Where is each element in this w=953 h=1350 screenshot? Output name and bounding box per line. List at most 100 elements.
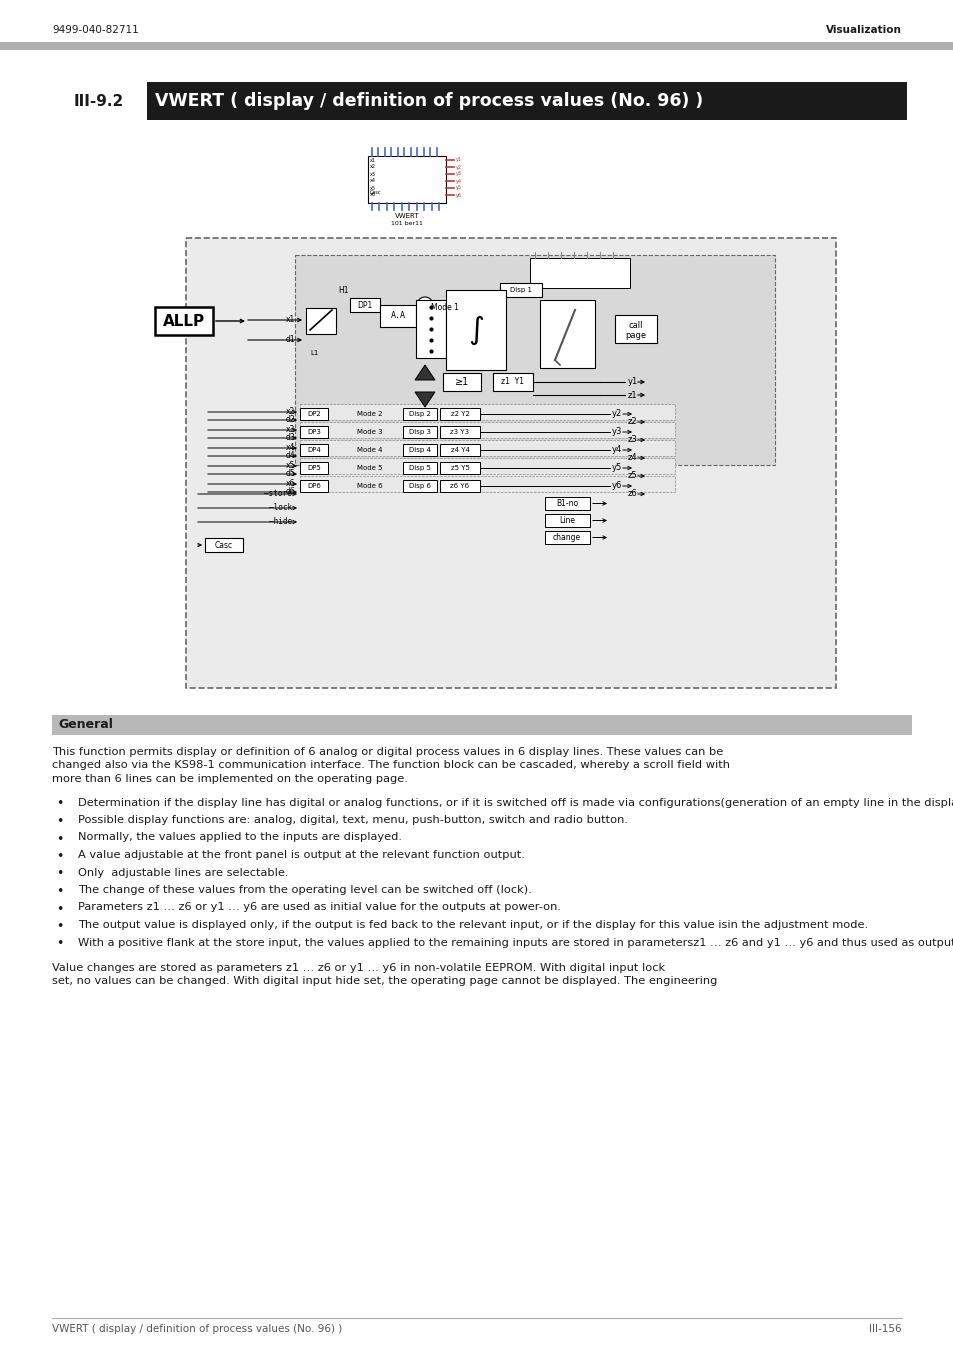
Text: changed also via the KS98-1 communication interface. The function block can be c: changed also via the KS98-1 communicatio… — [52, 760, 729, 771]
Polygon shape — [415, 364, 435, 379]
Text: ALLP: ALLP — [163, 313, 205, 328]
Bar — [402, 481, 436, 491]
Text: d6: d6 — [285, 487, 294, 497]
Bar — [544, 514, 589, 526]
Text: d5: d5 — [285, 470, 294, 478]
Text: DP2: DP2 — [307, 410, 320, 417]
Bar — [402, 408, 436, 420]
Bar — [439, 444, 479, 456]
Text: •: • — [56, 798, 63, 810]
Text: set, no values can be changed. With digital input hide set, the operating page c: set, no values can be changed. With digi… — [52, 976, 717, 987]
Bar — [52, 716, 911, 734]
Text: VWERT: VWERT — [395, 213, 418, 219]
Text: A value adjustable at the front panel is output at the relevant function output.: A value adjustable at the front panel is… — [78, 850, 524, 860]
Text: x4: x4 — [370, 178, 375, 184]
Text: 101 ber11: 101 ber11 — [391, 221, 422, 225]
Text: The output value is displayed only, if the output is fed back to the relevant in: The output value is displayed only, if t… — [78, 919, 867, 930]
Text: Casc: Casc — [214, 540, 233, 549]
Text: x2: x2 — [370, 165, 375, 170]
Text: x3: x3 — [370, 171, 375, 177]
Bar — [539, 300, 595, 369]
Bar — [299, 477, 675, 491]
Bar — [379, 305, 416, 327]
Text: y2: y2 — [456, 165, 461, 170]
Text: •: • — [56, 886, 63, 898]
Text: H1: H1 — [337, 286, 348, 296]
Text: more than 6 lines can be implemented on the operating page.: more than 6 lines can be implemented on … — [52, 774, 408, 784]
Bar — [299, 462, 328, 474]
Bar — [299, 404, 675, 420]
Text: •: • — [56, 833, 63, 845]
Text: The change of these values from the operating level can be switched off (lock).: The change of these values from the oper… — [78, 886, 531, 895]
Bar — [299, 458, 675, 474]
Text: Disp 4: Disp 4 — [409, 447, 431, 454]
Text: z4: z4 — [627, 454, 637, 463]
Bar — [499, 284, 541, 297]
Bar — [147, 82, 906, 120]
Text: x3: x3 — [285, 425, 294, 435]
Text: x5: x5 — [370, 185, 375, 190]
Text: y3: y3 — [456, 171, 461, 177]
Text: DP4: DP4 — [307, 447, 320, 454]
Bar — [306, 308, 335, 333]
Bar — [493, 373, 533, 391]
Text: d2: d2 — [285, 416, 294, 424]
Text: x1: x1 — [286, 316, 294, 324]
Text: Mode 1: Mode 1 — [431, 302, 458, 312]
Bar — [205, 539, 243, 552]
Bar — [299, 481, 328, 491]
Bar — [544, 497, 589, 510]
Text: z2 Y2: z2 Y2 — [450, 410, 469, 417]
Bar — [402, 444, 436, 456]
Text: y4: y4 — [456, 178, 461, 184]
Text: Mode 6: Mode 6 — [356, 483, 382, 489]
Text: Visualization: Visualization — [825, 26, 901, 35]
Text: Casc: Casc — [370, 190, 381, 196]
Text: x1: x1 — [370, 158, 375, 162]
Text: z2: z2 — [627, 417, 637, 427]
Bar — [442, 373, 480, 391]
Text: change: change — [553, 533, 580, 541]
Text: z1: z1 — [627, 390, 637, 400]
Text: x2: x2 — [286, 408, 294, 417]
Text: Possible display functions are: analog, digital, text, menu, push-button, switch: Possible display functions are: analog, … — [78, 815, 627, 825]
Text: ∫: ∫ — [468, 316, 483, 344]
Text: Mode 4: Mode 4 — [356, 447, 382, 454]
Text: Line: Line — [558, 516, 575, 525]
Text: x6: x6 — [370, 193, 375, 197]
Text: L1: L1 — [310, 350, 318, 356]
Text: —hide: —hide — [269, 517, 292, 526]
Text: call: call — [628, 320, 642, 329]
Text: y1: y1 — [627, 378, 638, 386]
Bar — [299, 408, 328, 420]
Text: General: General — [58, 718, 112, 732]
Text: With a positive flank at the store input, the values applied to the remaining in: With a positive flank at the store input… — [78, 937, 953, 948]
Text: z6: z6 — [627, 490, 638, 498]
Text: y2: y2 — [612, 409, 621, 418]
Polygon shape — [415, 392, 435, 406]
Text: •: • — [56, 919, 63, 933]
Bar — [299, 440, 675, 456]
Bar — [615, 315, 657, 343]
Text: Disp 2: Disp 2 — [409, 410, 431, 417]
Text: •: • — [56, 815, 63, 828]
Text: •: • — [56, 937, 63, 950]
Text: •: • — [56, 850, 63, 863]
Bar — [439, 408, 479, 420]
Bar — [52, 82, 147, 120]
Text: y5: y5 — [612, 463, 621, 472]
Text: y6: y6 — [456, 193, 461, 197]
Bar — [154, 306, 213, 335]
Text: y3: y3 — [612, 428, 621, 436]
Text: Normally, the values applied to the inputs are displayed.: Normally, the values applied to the inpu… — [78, 833, 401, 842]
Text: •: • — [56, 903, 63, 915]
Text: Disp 6: Disp 6 — [409, 483, 431, 489]
Text: Determination if the display line has digital or analog functions, or if it is s: Determination if the display line has di… — [78, 798, 953, 807]
Text: ≥1: ≥1 — [455, 377, 469, 387]
Polygon shape — [416, 297, 433, 313]
Text: y4: y4 — [612, 446, 621, 455]
Text: Disp 1: Disp 1 — [510, 288, 532, 293]
Bar — [439, 427, 479, 437]
Text: DP5: DP5 — [307, 464, 320, 471]
Text: Only  adjustable lines are selectable.: Only adjustable lines are selectable. — [78, 868, 288, 878]
